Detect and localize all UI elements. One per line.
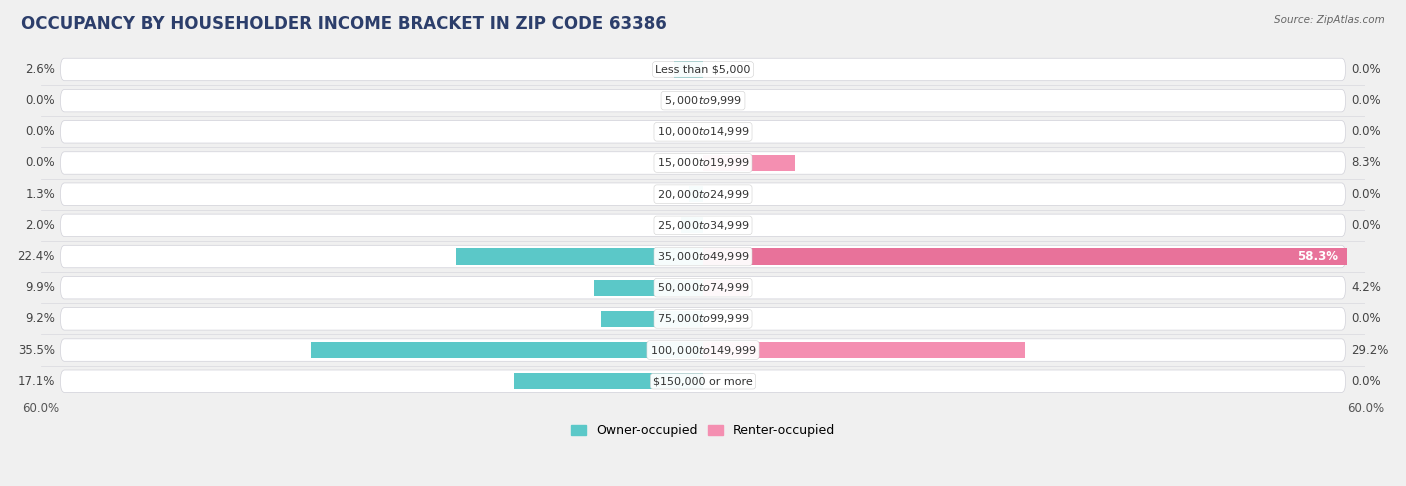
FancyBboxPatch shape — [60, 183, 1346, 206]
Text: $5,000 to $9,999: $5,000 to $9,999 — [664, 94, 742, 107]
Text: 0.0%: 0.0% — [1351, 219, 1381, 232]
Bar — [703, 342, 1025, 358]
Text: 22.4%: 22.4% — [17, 250, 55, 263]
FancyBboxPatch shape — [60, 277, 1346, 299]
Text: 0.0%: 0.0% — [25, 125, 55, 139]
Text: 4.2%: 4.2% — [1351, 281, 1381, 294]
Bar — [703, 248, 1347, 265]
FancyBboxPatch shape — [60, 339, 1346, 361]
Bar — [515, 373, 703, 389]
FancyBboxPatch shape — [60, 214, 1346, 237]
Text: 2.6%: 2.6% — [25, 63, 55, 76]
Text: 35.5%: 35.5% — [18, 344, 55, 357]
Text: 17.1%: 17.1% — [17, 375, 55, 388]
FancyBboxPatch shape — [60, 58, 1346, 81]
Text: 1.3%: 1.3% — [25, 188, 55, 201]
FancyBboxPatch shape — [60, 152, 1346, 174]
Text: $50,000 to $74,999: $50,000 to $74,999 — [657, 281, 749, 294]
Text: 8.3%: 8.3% — [1351, 156, 1381, 170]
Text: 0.0%: 0.0% — [25, 94, 55, 107]
Text: 9.2%: 9.2% — [25, 312, 55, 325]
FancyBboxPatch shape — [60, 245, 1346, 268]
FancyBboxPatch shape — [60, 121, 1346, 143]
Text: 9.9%: 9.9% — [25, 281, 55, 294]
Text: 0.0%: 0.0% — [1351, 125, 1381, 139]
Text: OCCUPANCY BY HOUSEHOLDER INCOME BRACKET IN ZIP CODE 63386: OCCUPANCY BY HOUSEHOLDER INCOME BRACKET … — [21, 15, 666, 33]
FancyBboxPatch shape — [60, 89, 1346, 112]
Text: Source: ZipAtlas.com: Source: ZipAtlas.com — [1274, 15, 1385, 25]
Text: $75,000 to $99,999: $75,000 to $99,999 — [657, 312, 749, 325]
Text: $20,000 to $24,999: $20,000 to $24,999 — [657, 188, 749, 201]
Text: $150,000 or more: $150,000 or more — [654, 376, 752, 386]
Bar — [681, 217, 703, 233]
Bar — [703, 279, 749, 296]
Text: 58.3%: 58.3% — [1296, 250, 1339, 263]
Text: $25,000 to $34,999: $25,000 to $34,999 — [657, 219, 749, 232]
FancyBboxPatch shape — [60, 308, 1346, 330]
Bar — [311, 342, 703, 358]
Bar — [456, 248, 703, 265]
Bar — [602, 311, 703, 327]
Text: 0.0%: 0.0% — [1351, 94, 1381, 107]
Text: $15,000 to $19,999: $15,000 to $19,999 — [657, 156, 749, 170]
Bar — [689, 186, 703, 202]
FancyBboxPatch shape — [60, 370, 1346, 393]
Text: 29.2%: 29.2% — [1351, 344, 1389, 357]
Bar — [703, 155, 794, 171]
Bar — [675, 61, 703, 78]
Text: Less than $5,000: Less than $5,000 — [655, 65, 751, 74]
Text: 0.0%: 0.0% — [1351, 375, 1381, 388]
Bar — [593, 279, 703, 296]
Text: $100,000 to $149,999: $100,000 to $149,999 — [650, 344, 756, 357]
Text: 0.0%: 0.0% — [1351, 188, 1381, 201]
Text: 0.0%: 0.0% — [25, 156, 55, 170]
Text: 2.0%: 2.0% — [25, 219, 55, 232]
Legend: Owner-occupied, Renter-occupied: Owner-occupied, Renter-occupied — [567, 419, 839, 442]
Text: $10,000 to $14,999: $10,000 to $14,999 — [657, 125, 749, 139]
Text: 0.0%: 0.0% — [1351, 312, 1381, 325]
Text: $35,000 to $49,999: $35,000 to $49,999 — [657, 250, 749, 263]
Text: 0.0%: 0.0% — [1351, 63, 1381, 76]
